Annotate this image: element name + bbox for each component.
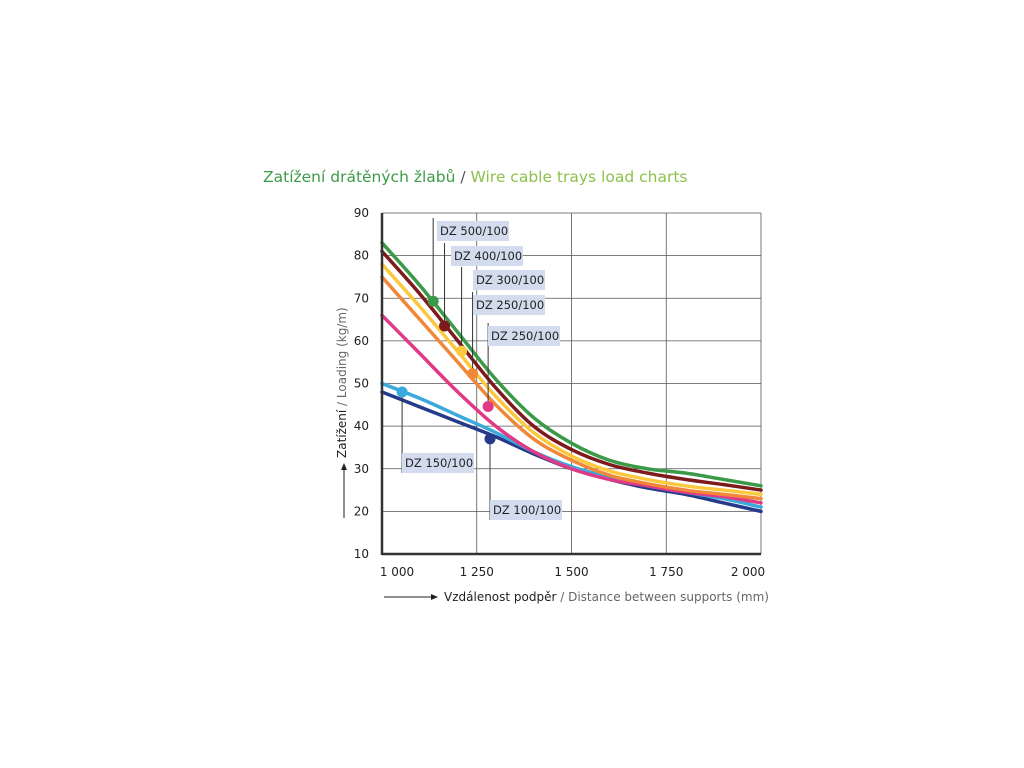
x-tick-label: 1 000 bbox=[380, 565, 414, 579]
series-line-dz-250-100 bbox=[380, 275, 763, 501]
series-label: DZ 150/100 bbox=[405, 456, 473, 470]
series-marker bbox=[484, 433, 496, 445]
series-line-dz-300-100 bbox=[380, 262, 763, 497]
y-axis-label: Zatížení / Loading (kg/m) bbox=[335, 307, 349, 458]
chart-title: Zatížení drátěných žlabů / Wire cable tr… bbox=[263, 168, 687, 186]
series-line-dz-250-100 bbox=[380, 313, 763, 505]
y-tick-label: 40 bbox=[354, 419, 369, 433]
y-tick-label: 30 bbox=[354, 462, 369, 476]
y-tick-label: 10 bbox=[354, 547, 369, 561]
series-label: DZ 250/100 bbox=[476, 298, 544, 312]
series-label-box bbox=[488, 326, 560, 346]
title-separator: / bbox=[455, 168, 471, 186]
x-tick-label: 1 750 bbox=[649, 565, 683, 579]
series-line-dz-500-100 bbox=[380, 241, 763, 488]
y-tick-label: 70 bbox=[354, 291, 369, 305]
title-english: Wire cable trays load charts bbox=[470, 168, 688, 186]
series-label: DZ 300/100 bbox=[476, 273, 544, 287]
series-marker bbox=[396, 386, 408, 398]
series-marker bbox=[482, 401, 494, 413]
y-tick-label: 20 bbox=[354, 504, 369, 518]
x-axis-label: Vzdálenost podpěr / Distance between sup… bbox=[444, 590, 769, 604]
y-axis-arrowhead-icon bbox=[341, 463, 347, 470]
series-label: DZ 100/100 bbox=[493, 503, 561, 517]
series-marker bbox=[456, 345, 468, 357]
y-tick-label: 90 bbox=[354, 206, 369, 220]
series-marker bbox=[467, 368, 479, 380]
series-label: DZ 250/100 bbox=[491, 329, 559, 343]
series-label: DZ 500/100 bbox=[440, 224, 508, 238]
series-label-box bbox=[490, 500, 562, 520]
series-label-box bbox=[473, 295, 545, 315]
series-label: DZ 400/100 bbox=[454, 249, 522, 263]
x-tick-label: 1 500 bbox=[554, 565, 588, 579]
x-tick-label: 2 000 bbox=[731, 565, 765, 579]
series-label-box bbox=[473, 270, 545, 290]
y-tick-label: 80 bbox=[354, 249, 369, 263]
y-tick-label: 50 bbox=[354, 377, 369, 391]
series-label-box bbox=[451, 246, 523, 266]
title-czech: Zatížení drátěných žlabů bbox=[263, 168, 456, 186]
y-tick-label: 60 bbox=[354, 334, 369, 348]
series-marker bbox=[439, 320, 451, 332]
x-axis-arrowhead-icon bbox=[431, 594, 438, 600]
x-tick-label: 1 250 bbox=[460, 565, 494, 579]
series-marker bbox=[427, 295, 439, 307]
series-label-box bbox=[437, 221, 509, 241]
series-label-box bbox=[402, 453, 474, 473]
